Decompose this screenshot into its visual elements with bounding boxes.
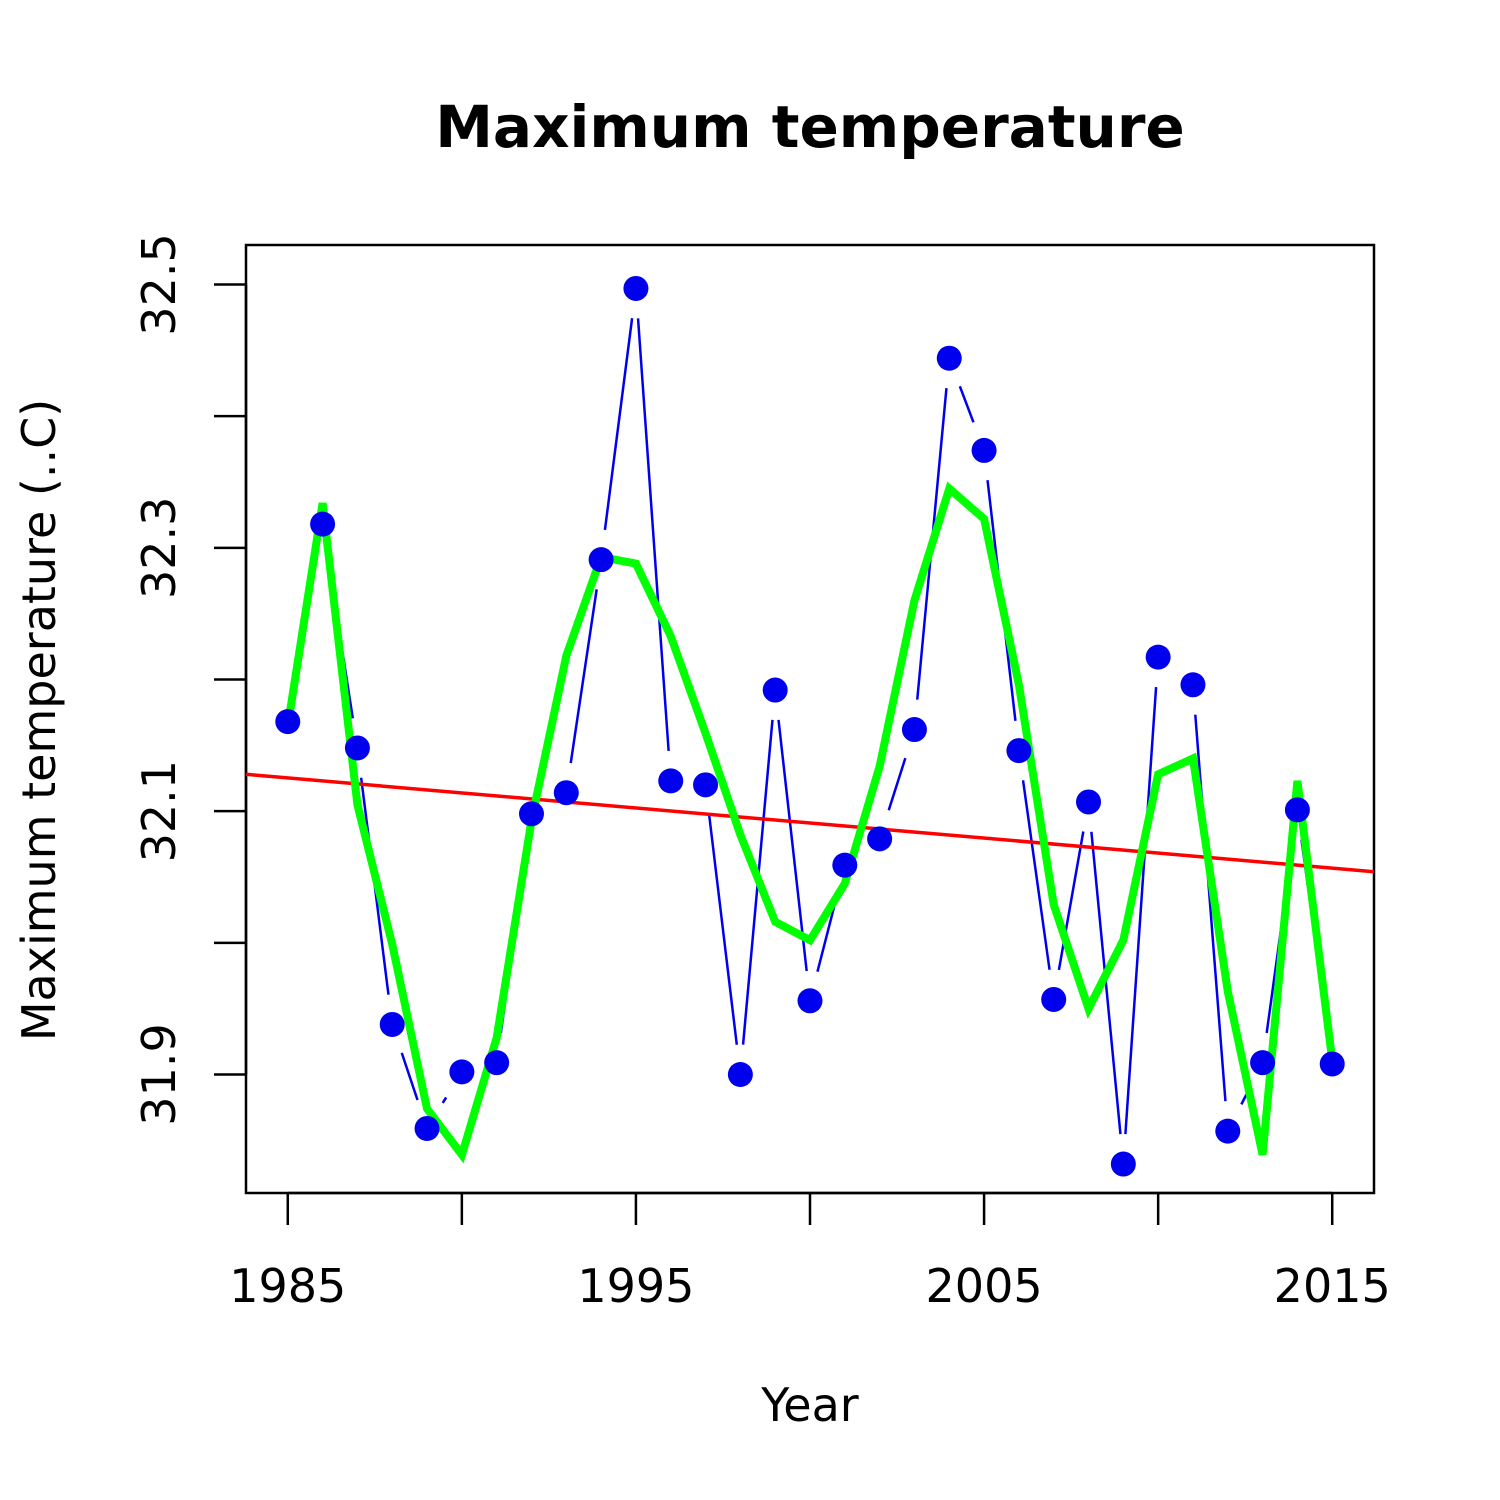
observed-point-1988	[379, 1011, 405, 1037]
observed-point-2002	[867, 826, 893, 852]
observed-point-2005	[971, 437, 997, 463]
observed-point-2009	[1110, 1151, 1136, 1177]
observed-point-2012	[1215, 1118, 1241, 1144]
x-tick-label-2005: 2005	[926, 1259, 1043, 1313]
observed-point-2006	[1006, 738, 1032, 764]
observed-point-2004	[936, 345, 962, 371]
observed-point-1991	[484, 1050, 510, 1076]
observed-point-2001	[832, 852, 858, 878]
observed-segment	[569, 589, 598, 764]
observed-segment	[1124, 686, 1158, 1135]
observed-segment	[603, 318, 634, 531]
y-tick-label-31.9: 31.9	[132, 1023, 186, 1125]
observed-point-1998	[727, 1062, 753, 1087]
observed-segment	[1194, 714, 1227, 1102]
observed-point-2010	[1145, 644, 1171, 670]
observed-point-1985	[275, 709, 301, 735]
y-tick-label-32.3: 32.3	[132, 497, 186, 599]
observed-point-1989	[414, 1115, 440, 1141]
observed-point-2011	[1180, 672, 1206, 698]
observed-segment	[777, 719, 808, 972]
observed-point-1996	[658, 768, 684, 794]
x-tick-label-2015: 2015	[1274, 1259, 1391, 1313]
y-tick-label-32.5: 32.5	[132, 233, 186, 335]
y-axis-label: Maximum temperature (..C)	[12, 399, 66, 1041]
observed-point-2000	[797, 988, 823, 1014]
x-axis-label: Year	[760, 1378, 858, 1432]
y-axis: 31.9 32.1 32.3 32.5	[132, 233, 248, 1126]
observed-point-1987	[344, 735, 370, 761]
observed-point-1995	[623, 275, 649, 301]
observed-segment	[441, 1096, 448, 1104]
chart-title: Maximum temperature	[435, 93, 1185, 161]
trend-line	[246, 772, 1374, 874]
observed-point-1990	[449, 1059, 475, 1085]
observed-segment	[400, 1052, 419, 1101]
observed-point-2007	[1041, 986, 1067, 1012]
plot-area	[246, 275, 1374, 1177]
observed-point-1992	[518, 801, 544, 827]
observed-point-1993	[553, 780, 579, 806]
observed-point-2015	[1319, 1051, 1345, 1077]
observed-point-2013	[1250, 1050, 1276, 1076]
observed-segment	[707, 814, 739, 1045]
x-tick-label-1985: 1985	[229, 1259, 346, 1313]
observed-point-2003	[901, 717, 927, 743]
observed-segment	[1021, 780, 1051, 970]
observed-point-1994	[588, 547, 614, 573]
x-tick-label-1995: 1995	[577, 1259, 694, 1313]
observed-segment	[1057, 831, 1085, 971]
observed-point-1986	[310, 511, 336, 537]
x-axis: 1985 1995 2005 2015	[229, 1191, 1391, 1313]
observed-segment	[887, 757, 907, 811]
smoothed-line	[283, 481, 1337, 1164]
y-tick-label-32.1: 32.1	[132, 760, 186, 862]
observed-point-2008	[1076, 789, 1102, 815]
observed-segment	[636, 318, 670, 752]
observed-point-1997	[693, 772, 719, 798]
observed-point-2014	[1284, 797, 1310, 823]
observed-point-1999	[762, 677, 788, 703]
observed-segment	[958, 385, 975, 423]
